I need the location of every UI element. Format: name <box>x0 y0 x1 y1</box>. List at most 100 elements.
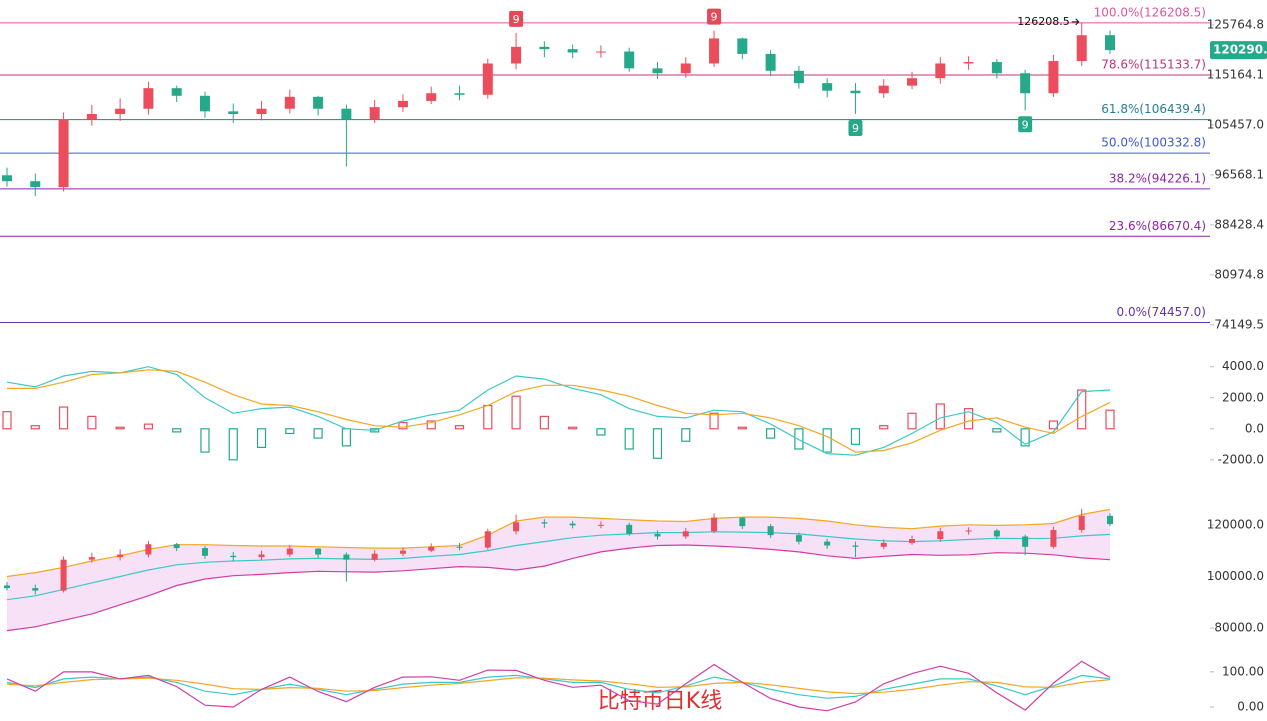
candle-body <box>1022 536 1029 547</box>
candle-body <box>30 181 41 188</box>
y-tick-label: 115164.1 <box>1207 67 1264 81</box>
candle-body <box>171 88 182 96</box>
candle-body <box>32 588 39 591</box>
high-label: 126208.5 <box>1017 15 1070 28</box>
fib-label: 50.0%(100332.8) <box>1101 136 1206 150</box>
setup-label: 9 <box>1022 118 1029 131</box>
candle-body <box>1020 73 1031 94</box>
watermark: 比特币日K线 <box>598 689 722 714</box>
candle-body <box>907 78 918 86</box>
candle-body <box>371 553 378 560</box>
candle-body <box>2 175 12 182</box>
y-tick-label: 120000.0 <box>1207 517 1264 531</box>
candle-body <box>397 100 408 108</box>
macd-bar <box>737 426 747 430</box>
candle-body <box>541 522 548 524</box>
candle-body <box>173 544 180 549</box>
macd-bar <box>992 428 1002 433</box>
macd-bar <box>596 428 606 436</box>
candle-body <box>145 544 152 555</box>
candle-body <box>539 46 550 50</box>
y-tick-label: 0.00 <box>1237 699 1264 713</box>
fib-label: 100.0%(126208.5) <box>1094 5 1206 19</box>
macd-bar <box>907 412 917 430</box>
candle-body <box>793 70 804 84</box>
candle-body <box>850 90 861 94</box>
macd-bar <box>398 421 408 430</box>
indicator-line <box>6 366 1111 456</box>
candle-body <box>4 585 10 589</box>
indicator-line <box>6 544 1111 632</box>
macd-bar <box>539 415 549 430</box>
candle-body <box>315 548 322 555</box>
setup-marker <box>1018 116 1033 133</box>
candle-body <box>654 533 661 537</box>
candle-body <box>86 113 97 120</box>
macd-bar <box>1048 420 1059 430</box>
candle-body <box>824 541 831 546</box>
macd-bar <box>143 423 154 430</box>
fib-label: 0.0%(74457.0) <box>1117 305 1206 319</box>
last-price-label: 120290.9 <box>1213 43 1267 57</box>
macd-bar <box>115 426 125 430</box>
y-tick-label: -2000.0 <box>1218 452 1264 466</box>
fib-label: 61.8%(106439.4) <box>1101 102 1206 116</box>
candle-body <box>369 107 380 120</box>
candle-body <box>595 51 606 53</box>
candle-body <box>739 517 746 527</box>
candle-body <box>115 108 126 114</box>
candle-body <box>852 545 859 547</box>
y-tick-label: 0.0 <box>1245 421 1264 435</box>
macd-bar <box>794 428 804 450</box>
candle-body <box>652 68 663 74</box>
candle-body <box>737 38 748 54</box>
macd-bar <box>766 428 776 439</box>
macd-bar <box>200 428 210 453</box>
candle-body <box>143 88 154 109</box>
macd-bar <box>822 428 832 453</box>
macd-bar <box>652 428 663 459</box>
candle-body <box>258 554 265 558</box>
candle-body <box>513 522 520 532</box>
macd-bar <box>681 428 691 442</box>
candle-body <box>1048 61 1059 94</box>
macd-bar <box>879 425 889 430</box>
candle-body <box>795 535 802 542</box>
macd-bar <box>87 415 97 430</box>
candle-body <box>1107 515 1113 525</box>
candle-body <box>456 546 463 548</box>
candle-body <box>991 62 1002 74</box>
candle-body <box>767 526 774 536</box>
macd-bar <box>850 428 861 445</box>
fib-label: 23.6%(86670.4) <box>1109 219 1206 233</box>
candle-body <box>878 85 889 94</box>
y-tick-label: 96568.1 <box>1214 167 1264 181</box>
candle-body <box>484 531 491 548</box>
setup-label: 9 <box>513 13 520 26</box>
candle-body <box>482 63 493 95</box>
indicator-line <box>6 531 1111 601</box>
candle-body <box>313 96 324 109</box>
candle-body <box>682 531 689 537</box>
macd-bar <box>935 403 945 430</box>
setup-marker <box>848 119 863 136</box>
candle-body <box>597 524 604 526</box>
candle-body <box>935 63 946 79</box>
y-tick-label: 2000.0 <box>1222 390 1264 404</box>
candle-body <box>199 95 210 112</box>
candle-body <box>765 53 776 71</box>
candle-body <box>428 546 435 551</box>
candle-body <box>228 111 239 114</box>
macd-bar <box>172 428 182 433</box>
candle-body <box>567 49 578 53</box>
candle-body <box>822 83 833 91</box>
macd-bar <box>1105 409 1115 430</box>
indicator-line <box>6 674 1111 699</box>
candle-body <box>343 554 350 560</box>
y-tick-label: 80974.8 <box>1214 267 1264 281</box>
macd-bar <box>228 428 238 461</box>
y-tick-label: 105457.0 <box>1207 117 1264 131</box>
